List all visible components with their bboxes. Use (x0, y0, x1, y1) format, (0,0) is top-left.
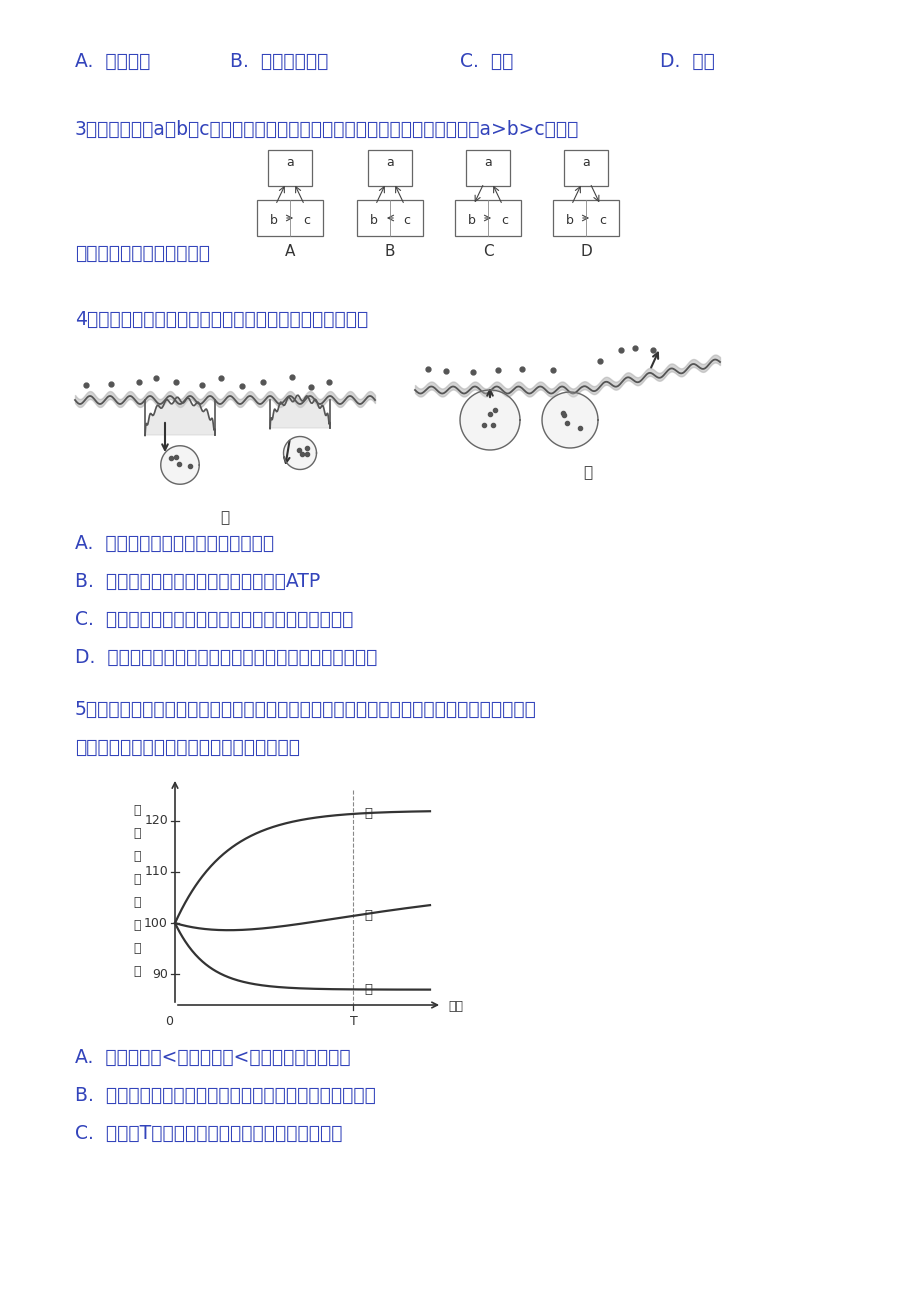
Text: 100: 100 (144, 917, 168, 930)
Text: 90: 90 (152, 967, 168, 980)
Text: 的: 的 (133, 896, 141, 909)
Bar (357, 201, 423, 236)
Text: C.  这两种物质运输过程都是从低浓度向高浓度输送的: C. 这两种物质运输过程都是从低浓度向高浓度输送的 (75, 611, 353, 629)
Text: T: T (349, 1016, 357, 1029)
Polygon shape (460, 391, 519, 450)
Text: b: b (269, 214, 278, 227)
Text: B.  甲、乙两种物资运输过程都需要消耗ATP: B. 甲、乙两种物资运输过程都需要消耗ATP (75, 572, 320, 591)
Text: 们之间的水分渗透方向应是: 们之间的水分渗透方向应是 (75, 243, 210, 263)
Text: 值: 值 (133, 965, 141, 978)
Text: C.  在时间T内，乙溶液中的植物细胞保持生命活力: C. 在时间T内，乙溶液中的植物细胞保持生命活力 (75, 1124, 342, 1143)
Polygon shape (541, 392, 597, 448)
Text: b: b (565, 214, 573, 227)
Polygon shape (283, 436, 316, 470)
Text: A.  甲可以表示胞吞，乙可以表示胞吐: A. 甲可以表示胞吞，乙可以表示胞吐 (75, 534, 274, 553)
Text: 0: 0 (165, 1016, 173, 1029)
Text: 细: 细 (133, 803, 141, 816)
Text: B.  质壁分离复原: B. 质壁分离复原 (230, 52, 328, 72)
Bar (563, 150, 607, 186)
Text: 图曲线所示，下列有关推导和叙述不正确的是: 图曲线所示，下列有关推导和叙述不正确的是 (75, 738, 300, 756)
Text: a: a (386, 156, 393, 169)
Text: D.  甲和乙两种物质运输过程说明生物膜具有一定的流动性: D. 甲和乙两种物质运输过程说明生物膜具有一定的流动性 (75, 648, 377, 667)
Text: 时间: 时间 (448, 1000, 462, 1013)
Text: 4、下图表示物质进出细胞的不同过程，相关叙述错误的是: 4、下图表示物质进出细胞的不同过程，相关叙述错误的是 (75, 310, 368, 329)
Text: 甲: 甲 (221, 510, 230, 525)
Bar (552, 201, 618, 236)
Text: 丙: 丙 (364, 983, 372, 996)
Text: 3、如图所示，a、b、c表示某植物体的三个相邻的细胞，它们的细胞液浓度为a>b>c，则它: 3、如图所示，a、b、c表示某植物体的三个相邻的细胞，它们的细胞液浓度为a>b>… (75, 120, 579, 139)
Text: c: c (403, 214, 410, 227)
Text: 体: 体 (133, 850, 141, 863)
Text: a: a (286, 156, 293, 169)
Text: a: a (582, 156, 589, 169)
Text: 120: 120 (144, 814, 168, 827)
Text: 乙: 乙 (364, 909, 372, 922)
Text: B.  因丙溶液浓度过高，导致植物细胞发生渗透失水而死亡: B. 因丙溶液浓度过高，导致植物细胞发生渗透失水而死亡 (75, 1086, 376, 1105)
Text: 相: 相 (133, 919, 141, 932)
Text: 积: 积 (133, 872, 141, 885)
Text: c: c (598, 214, 606, 227)
Text: A: A (285, 243, 295, 259)
Text: A.  甲溶液浓度<细胞液浓度<乙、丙两溶液的浓度: A. 甲溶液浓度<细胞液浓度<乙、丙两溶液的浓度 (75, 1048, 350, 1068)
Text: A.  质壁分离: A. 质壁分离 (75, 52, 150, 72)
Text: a: a (483, 156, 492, 169)
Text: 5、将同一植物的成熟细胞依次浸在甲、乙、丙三种溶液中，测得细胞体积随着时间的变化如: 5、将同一植物的成熟细胞依次浸在甲、乙、丙三种溶液中，测得细胞体积随着时间的变化… (75, 700, 537, 719)
Text: C.  吸水: C. 吸水 (460, 52, 513, 72)
Bar (368, 150, 412, 186)
Bar (267, 150, 312, 186)
Text: C: C (482, 243, 493, 259)
Text: b: b (369, 214, 377, 227)
Polygon shape (269, 396, 330, 428)
Text: b: b (467, 214, 475, 227)
Text: 对: 对 (133, 943, 141, 956)
Text: c: c (501, 214, 507, 227)
Text: 甲: 甲 (364, 807, 372, 820)
Text: c: c (302, 214, 310, 227)
Bar (256, 201, 323, 236)
Bar (466, 150, 509, 186)
Text: 110: 110 (144, 866, 168, 879)
Text: B: B (384, 243, 395, 259)
Polygon shape (145, 397, 215, 436)
Text: 乙: 乙 (583, 465, 592, 480)
Text: D.  皱缩: D. 皱缩 (659, 52, 714, 72)
Bar (455, 201, 520, 236)
Text: D: D (580, 243, 591, 259)
Text: 胞: 胞 (133, 827, 141, 840)
Polygon shape (161, 445, 199, 484)
